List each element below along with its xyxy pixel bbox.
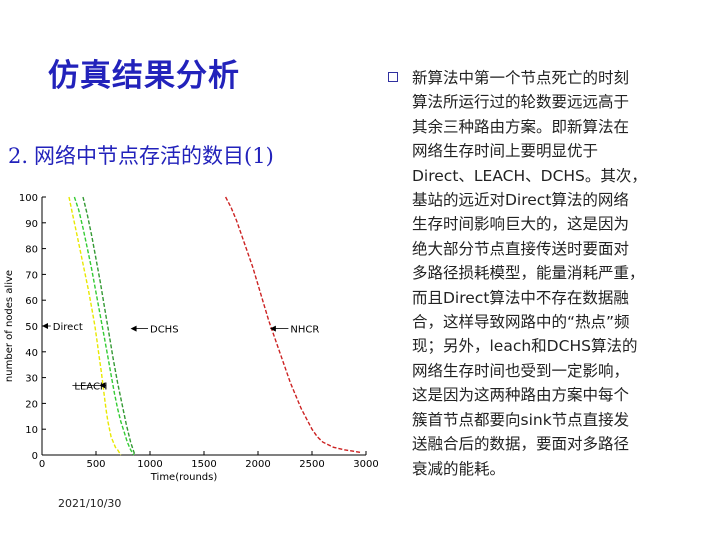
annotation-label: DCHS bbox=[150, 325, 179, 336]
x-tick-label: 0 bbox=[39, 459, 45, 470]
analysis-line: 现；另外，leach和DCHS算法的 bbox=[412, 337, 638, 356]
x-tick-label: 2500 bbox=[299, 459, 324, 470]
analysis-line: 多路径损耗模型，能量消耗严重， bbox=[412, 264, 645, 283]
analysis-line: 算法所运行过的轮数要远远高于 bbox=[412, 93, 630, 112]
analysis-line: 而且Direct算法中不存在数据融 bbox=[412, 288, 629, 307]
y-tick-label: 100 bbox=[19, 193, 38, 204]
annotation-arrowhead bbox=[130, 325, 137, 332]
analysis-line: 衰减的能耗。 bbox=[412, 459, 506, 478]
analysis-line: 其余三种路由方案。即新算法在 bbox=[412, 117, 630, 136]
annotation-arrowhead bbox=[269, 325, 276, 332]
series-line-leach bbox=[73, 196, 135, 456]
y-axis-label: number of nodes alive bbox=[4, 270, 15, 382]
x-tick-label: 2000 bbox=[245, 459, 270, 470]
analysis-line: 簇首节点都要向sink节点直接发 bbox=[412, 410, 630, 429]
annotation-arrowhead bbox=[99, 382, 106, 389]
y-tick-label: 20 bbox=[25, 399, 38, 410]
analysis-line: 生存时间影响巨大的，这是因为 bbox=[412, 215, 630, 234]
analysis-line: 合，这样导致网路中的“热点”频 bbox=[412, 313, 630, 332]
survival-chart: 0 10 20 30 40 50 60 70 80 90 100 0 500 1000 1500 2000 25… bbox=[0, 185, 385, 485]
y-tick-label: 70 bbox=[25, 270, 38, 281]
analysis-line: 基站的远近对Direct算法的网络 bbox=[412, 191, 629, 210]
series-line-nhcr bbox=[224, 196, 361, 454]
subheading-number: 2. bbox=[8, 144, 29, 168]
analysis-text: 新算法中第一个节点死亡的时刻 算法所运行过的轮数要远远高于 其余三种路由方案。即新算… bbox=[412, 66, 708, 481]
y-tick-label: 60 bbox=[25, 296, 38, 307]
annotation-label: Direct bbox=[53, 322, 83, 333]
y-tick-label: 0 bbox=[32, 451, 38, 462]
bullet-square-icon bbox=[388, 72, 398, 82]
y-tick-label: 90 bbox=[25, 219, 38, 230]
y-tick-label: 50 bbox=[25, 322, 38, 333]
date-label: 2021/10/30 bbox=[58, 497, 122, 510]
analysis-line: 这是因为这两种路由方案中每个 bbox=[412, 386, 630, 405]
analysis-line: 新算法中第一个节点死亡的时刻 bbox=[412, 69, 630, 87]
y-tick-label: 30 bbox=[25, 374, 38, 385]
y-tick-label: 10 bbox=[25, 425, 38, 436]
annotation-label: NHCR bbox=[290, 325, 319, 336]
series-line-dchs bbox=[82, 196, 136, 456]
subheading-text: 网络中节点存活的数目(1) bbox=[34, 144, 274, 168]
x-tick-label: 500 bbox=[86, 459, 105, 470]
x-tick-label: 1000 bbox=[137, 459, 162, 470]
x-axis-label: Time(rounds) bbox=[150, 472, 218, 483]
y-tick-label: 40 bbox=[25, 348, 38, 359]
annotation-arrowhead bbox=[42, 323, 48, 329]
analysis-line: 网络生存时间上要明显优于 bbox=[412, 142, 599, 161]
x-tick-label: 1500 bbox=[191, 459, 216, 470]
y-tick-label: 80 bbox=[25, 245, 38, 256]
x-tick-label: 3000 bbox=[353, 459, 378, 470]
subheading: 2. 网络中节点存活的数目(1) bbox=[8, 140, 280, 170]
analysis-line: Direct、LEACH、DCHS。其次， bbox=[412, 166, 647, 185]
annotation-label: LEACH bbox=[74, 381, 107, 392]
analysis-line: 网络生存时间也受到一定影响， bbox=[412, 361, 630, 380]
analysis-line: 送融合后的数据，要面对多路径 bbox=[412, 435, 630, 454]
slide-title: 仿真结果分析 bbox=[48, 58, 240, 94]
series-line-direct bbox=[68, 196, 122, 456]
analysis-line: 绝大部分节点直接传送时要面对 bbox=[412, 239, 630, 258]
